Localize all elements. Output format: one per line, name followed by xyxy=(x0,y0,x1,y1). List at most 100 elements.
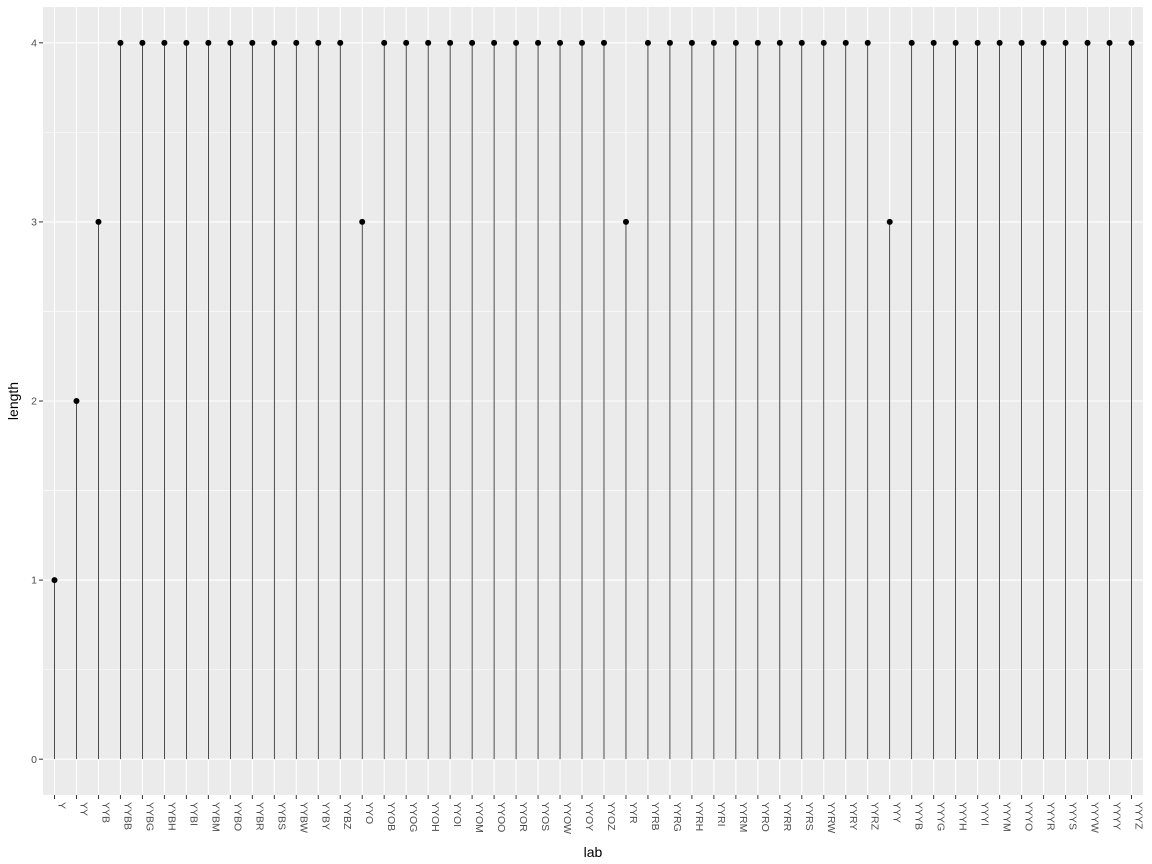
lollipop-point xyxy=(403,39,410,46)
lollipop-point xyxy=(293,39,300,46)
x-tick-label: YYYM xyxy=(1001,802,1013,832)
x-tick-label: YYOW xyxy=(561,802,573,834)
x-axis: Y YY YYB YYBB YYBG YYBH YYBI YYBM YYBO YYBR YYBS YY… xyxy=(54,795,1145,834)
x-tick-label: YYYZ xyxy=(1133,802,1145,830)
lollipop-point xyxy=(205,39,212,46)
x-tick-label: YYYO xyxy=(1023,802,1035,831)
lollipop-point xyxy=(359,218,366,225)
lollipop-point xyxy=(183,39,190,46)
lollipop-point xyxy=(820,39,827,46)
x-tick-label: YYBB xyxy=(121,802,133,830)
x-tick-label: YYYY xyxy=(1111,802,1123,830)
x-tick-label: YYBR xyxy=(253,802,265,831)
lollipop-point xyxy=(952,39,959,46)
x-tick-label: YYBY xyxy=(319,802,331,830)
lollipop-point xyxy=(798,39,805,46)
x-tick-label: YYRG xyxy=(671,802,683,832)
x-tick-label: YYOO xyxy=(495,802,507,832)
y-tick-label: 0 xyxy=(31,754,37,766)
x-tick-label: YYRO xyxy=(759,802,771,832)
x-tick-label: YYYW xyxy=(1089,802,1101,833)
lollipop-point xyxy=(1040,39,1047,46)
x-tick-label: YYBM xyxy=(209,802,221,832)
x-tick-label: YYBW xyxy=(297,802,309,833)
lollipop-point xyxy=(732,39,739,46)
x-tick-label: YYYR xyxy=(1045,802,1057,831)
lollipop-stems xyxy=(54,42,1132,760)
lollipop-point xyxy=(974,39,981,46)
lollipop-point xyxy=(73,398,80,404)
lollipop-point xyxy=(1128,39,1135,46)
lollipop-point xyxy=(139,39,146,46)
x-tick-label: YYR xyxy=(627,802,639,824)
lollipop-point xyxy=(688,39,695,46)
lollipop-points xyxy=(51,39,1135,584)
lollipop-point xyxy=(271,39,278,46)
lollipop-point xyxy=(710,39,717,46)
x-tick-label: YYYS xyxy=(1067,802,1079,830)
x-tick-label: YYOZ xyxy=(605,802,617,831)
x-tick-label: YYRZ xyxy=(869,802,881,831)
lollipop-point xyxy=(864,39,871,46)
lollipop-point xyxy=(51,577,58,584)
lollipop-point xyxy=(227,39,234,46)
lollipop-point xyxy=(381,39,388,46)
lollipop-point xyxy=(535,39,542,46)
minor-gridlines xyxy=(43,132,1143,670)
x-tick-label: YYOS xyxy=(539,802,551,831)
x-axis-title: lab xyxy=(584,844,603,860)
x-tick-label: YYRM xyxy=(737,802,749,832)
lollipop-point xyxy=(996,39,1003,46)
y-tick-label: 3 xyxy=(31,217,37,229)
y-tick-label: 4 xyxy=(31,37,37,49)
lollipop-point xyxy=(1106,39,1113,46)
x-tick-label: YYBZ xyxy=(341,802,353,830)
lollipop-point xyxy=(95,218,102,225)
lollipop-point xyxy=(622,218,629,225)
lollipop-point xyxy=(249,39,256,46)
x-tick-label: YYRW xyxy=(825,802,837,833)
x-tick-label: YYO xyxy=(363,802,375,824)
lollipop-point xyxy=(1084,39,1091,46)
lollipop-point xyxy=(1062,39,1069,46)
x-tick-label: YYRH xyxy=(693,802,705,831)
x-tick-label: YYOH xyxy=(429,802,441,832)
x-tick-label: YYRB xyxy=(649,802,661,831)
x-tick-label: YYOI xyxy=(451,802,463,827)
y-axis-title: length xyxy=(5,382,21,420)
lollipop-point xyxy=(469,39,476,46)
lollipop-point xyxy=(557,39,564,46)
x-tick-label: YYBG xyxy=(143,802,155,831)
x-tick-label: YYOR xyxy=(517,802,529,832)
x-tick-label: YYRR xyxy=(781,802,793,832)
x-tick-label: YYYG xyxy=(935,802,947,831)
lollipop-point xyxy=(776,39,783,46)
y-tick-label: 2 xyxy=(31,396,37,408)
lollipop-point xyxy=(579,39,586,46)
lollipop-point xyxy=(666,39,673,46)
lollipop-point xyxy=(447,39,454,46)
lollipop-point xyxy=(161,39,168,46)
lollipop-point xyxy=(117,39,124,46)
y-axis: 0 1 2 3 4 xyxy=(31,37,43,766)
x-tick-label: YYOG xyxy=(407,802,419,832)
x-tick-label: YYOB xyxy=(385,802,397,831)
lollipop-point xyxy=(337,39,344,46)
lollipop-point xyxy=(644,39,651,46)
lollipop-point xyxy=(908,39,915,46)
x-tick-label: YYYI xyxy=(979,802,991,826)
x-tick-label: YYRI xyxy=(715,802,727,827)
x-tick-label: YYB xyxy=(99,802,111,823)
x-tick-label: YYRS xyxy=(803,802,815,831)
x-tick-label: Y xyxy=(56,802,68,809)
lollipop-point xyxy=(886,218,893,225)
lollipop-point xyxy=(1018,39,1025,46)
x-tick-label: YYBS xyxy=(275,802,287,830)
lollipop-point xyxy=(842,39,849,46)
lollipop-point xyxy=(513,39,520,46)
lollipop-point xyxy=(425,39,432,46)
x-tick-label: YYBH xyxy=(165,802,177,831)
lollipop-point xyxy=(600,39,607,46)
x-tick-label: YYY xyxy=(891,802,903,823)
